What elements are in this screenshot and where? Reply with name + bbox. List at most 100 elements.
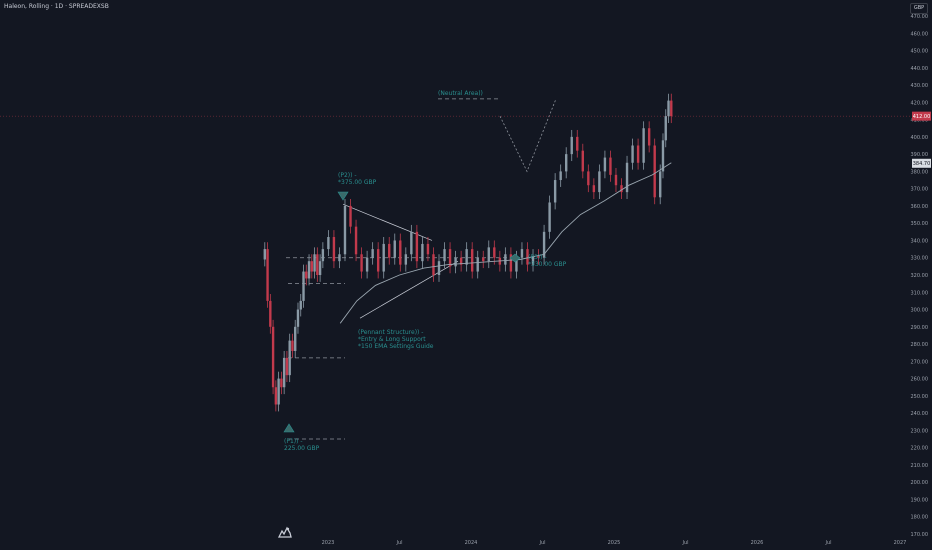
candle-body bbox=[570, 136, 573, 155]
time-axis[interactable]: 2023 Jul 2024 Jul 2025 Jul 2026 Jul 2027 bbox=[322, 540, 907, 546]
y-tick-label: 200.00 bbox=[911, 480, 929, 486]
candle-body bbox=[393, 240, 396, 258]
y-tick-label: 340.00 bbox=[911, 238, 929, 244]
y-tick-label: 420.00 bbox=[911, 100, 929, 106]
candle-body bbox=[302, 271, 305, 301]
price-axis[interactable]: 170.00 180.00 190.00 200.00 210.00 220.00 230.… bbox=[911, 14, 932, 538]
p2-label: (P2)) - bbox=[338, 172, 357, 179]
pennant-line-2: *150 EMA Settings Guide bbox=[358, 343, 434, 350]
drawing-layer bbox=[0, 98, 912, 440]
candle-body bbox=[388, 243, 391, 258]
y-tick-label: 390.00 bbox=[911, 152, 929, 158]
candle-body bbox=[636, 145, 640, 163]
candle-body bbox=[263, 249, 266, 260]
ema-label: 384.70 bbox=[913, 161, 931, 167]
x-tick-label: Jul bbox=[824, 540, 831, 546]
currency-button[interactable]: GBP bbox=[910, 3, 928, 14]
y-tick-label: 350.00 bbox=[911, 221, 929, 227]
y-tick-label: 260.00 bbox=[911, 377, 929, 383]
tradingview-logo-icon bbox=[278, 526, 292, 538]
candle-body bbox=[282, 357, 286, 388]
candle-body bbox=[559, 171, 562, 181]
candle-body bbox=[299, 300, 302, 310]
y-tick-label: 430.00 bbox=[911, 83, 929, 89]
y-tick-label: 210.00 bbox=[911, 463, 929, 469]
candle-body bbox=[266, 249, 269, 301]
candle-body bbox=[631, 145, 634, 163]
y-tick-label: 290.00 bbox=[911, 325, 929, 331]
candle-body bbox=[294, 326, 297, 351]
candle-body bbox=[504, 254, 507, 265]
candle-body bbox=[537, 256, 540, 258]
y-tick-label: 400.00 bbox=[911, 135, 929, 141]
y-tick-label: 170.00 bbox=[911, 532, 929, 538]
candle-body bbox=[526, 249, 529, 265]
candle-body bbox=[653, 145, 656, 198]
projection-path bbox=[499, 98, 557, 173]
x-tick-label: 2027 bbox=[894, 540, 907, 546]
candle-body bbox=[487, 247, 490, 262]
candle-body bbox=[305, 271, 308, 279]
candle-body bbox=[399, 240, 402, 265]
candle-body bbox=[642, 128, 645, 163]
candle-body bbox=[667, 100, 670, 117]
y-tick-label: 450.00 bbox=[911, 49, 929, 55]
candle-body bbox=[415, 231, 419, 262]
candle-body bbox=[343, 205, 347, 255]
candle-body bbox=[509, 254, 513, 272]
candle-body bbox=[470, 249, 474, 272]
candle-body bbox=[432, 254, 435, 275]
candle-body bbox=[349, 205, 352, 227]
candle-body bbox=[354, 226, 358, 255]
x-tick-label: Jul bbox=[681, 540, 688, 546]
candle-body bbox=[327, 237, 330, 250]
candle-body bbox=[280, 378, 283, 388]
candle-body bbox=[443, 249, 446, 262]
y-tick-label: 240.00 bbox=[911, 411, 929, 417]
candle-body bbox=[269, 300, 272, 327]
y-tick-label: 470.00 bbox=[911, 14, 929, 20]
ema-series bbox=[339, 162, 672, 324]
candle-body bbox=[318, 261, 322, 275]
y-tick-label: 380.00 bbox=[911, 169, 929, 175]
candle-body bbox=[664, 116, 667, 141]
candle-body bbox=[520, 249, 524, 258]
candle-body bbox=[598, 171, 601, 193]
candle-body bbox=[476, 257, 479, 272]
candle-body bbox=[625, 162, 629, 193]
candle-body bbox=[313, 254, 316, 272]
candle-body bbox=[376, 249, 380, 272]
pennant-line-1: *Entry & Long Support bbox=[358, 336, 426, 343]
candle-body bbox=[365, 257, 369, 272]
candle-body bbox=[465, 249, 468, 265]
x-tick-label: Jul bbox=[538, 540, 545, 546]
y-tick-label: 280.00 bbox=[911, 342, 929, 348]
candle-body bbox=[553, 180, 557, 203]
y-tick-label: 300.00 bbox=[911, 308, 929, 314]
candle-body bbox=[285, 357, 289, 376]
candle-body bbox=[670, 100, 673, 117]
candle-body bbox=[482, 257, 485, 262]
y-tick-label: 230.00 bbox=[911, 428, 929, 434]
candle-body bbox=[338, 254, 341, 262]
candle-body bbox=[316, 254, 319, 275]
y-tick-label: 270.00 bbox=[911, 359, 929, 365]
p2-price: *375.00 GBP bbox=[338, 179, 377, 186]
candle-body bbox=[493, 247, 496, 258]
candle-body bbox=[542, 231, 546, 258]
candle-body bbox=[307, 261, 311, 279]
candle-body bbox=[592, 185, 596, 193]
y-tick-label: 370.00 bbox=[911, 187, 929, 193]
y-tick-label: 440.00 bbox=[911, 66, 929, 72]
neutral-area-label: (Neutral Area)) bbox=[438, 90, 483, 97]
last-price-label: 412.00 bbox=[913, 114, 931, 120]
candle-body bbox=[459, 257, 463, 265]
y-tick-label: 360.00 bbox=[911, 204, 929, 210]
candle-body bbox=[609, 157, 612, 175]
candle-body bbox=[332, 237, 336, 262]
candle-body bbox=[565, 154, 568, 172]
y-tick-label: 220.00 bbox=[911, 446, 929, 452]
y-tick-label: 190.00 bbox=[911, 497, 929, 503]
candle-body bbox=[614, 174, 618, 186]
